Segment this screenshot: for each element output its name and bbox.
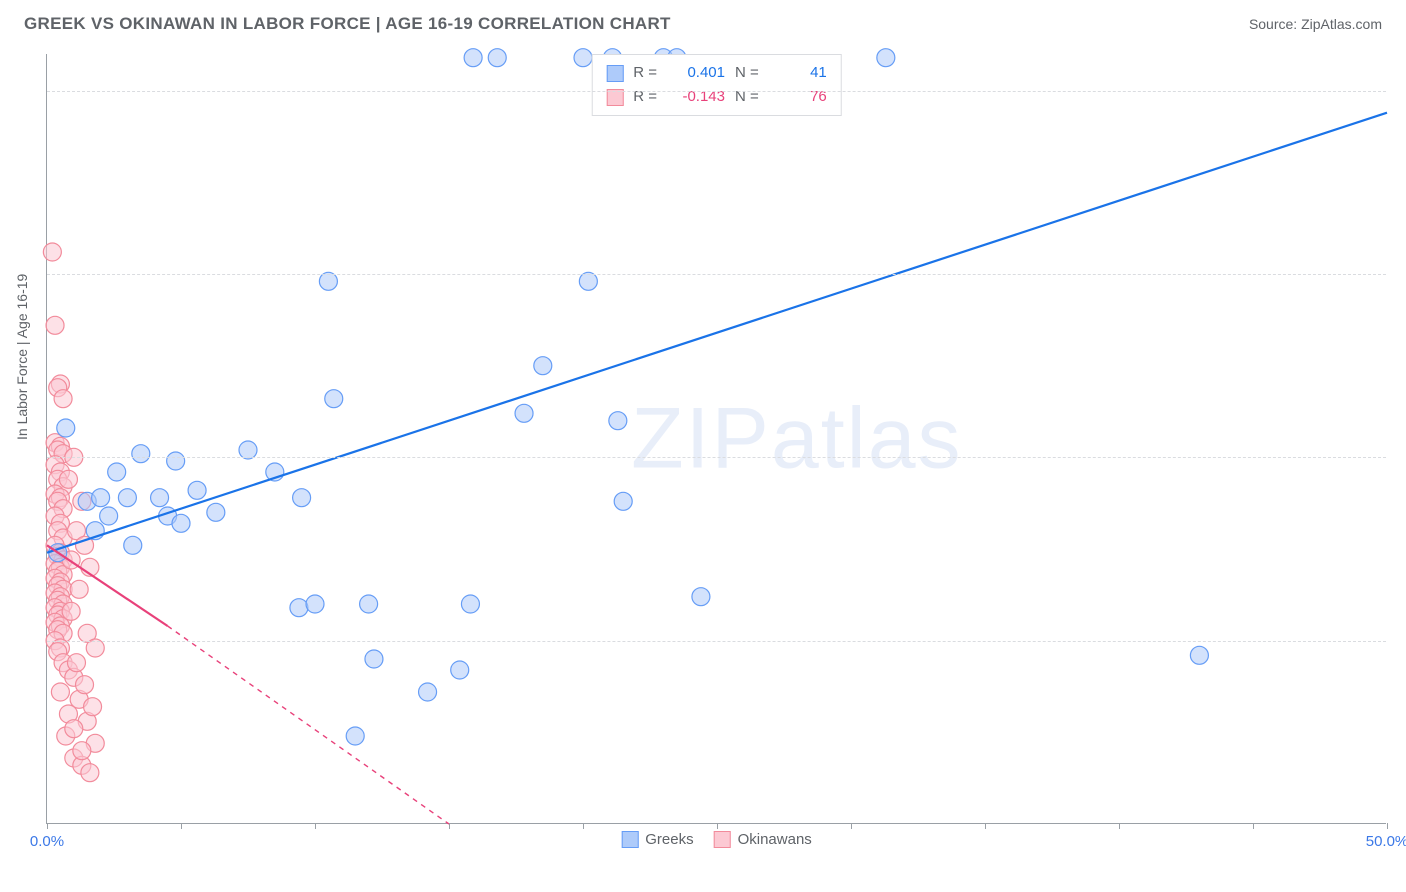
x-tick <box>985 823 986 829</box>
source-attribution: Source: ZipAtlas.com <box>1249 16 1382 32</box>
x-tick <box>47 823 48 829</box>
gridline-h <box>47 274 1386 275</box>
x-tick <box>449 823 450 829</box>
x-tick <box>315 823 316 829</box>
plot-area: ZIPatlas R = 0.401 N = 41 R = -0.143 N =… <box>46 54 1386 824</box>
x-tick <box>583 823 584 829</box>
x-tick <box>181 823 182 829</box>
chart-header: GREEK VS OKINAWAN IN LABOR FORCE | AGE 1… <box>0 0 1406 48</box>
legend-item-okinawans: Okinawans <box>714 831 812 848</box>
legend-item-greeks: Greeks <box>621 831 693 848</box>
x-tick <box>717 823 718 829</box>
series-legend: Greeks Okinawans <box>621 831 812 848</box>
x-tick <box>1253 823 1254 829</box>
scatter-svg <box>47 54 1386 823</box>
correlation-row-greeks: R = 0.401 N = 41 <box>606 61 827 85</box>
gridline-h <box>47 91 1386 92</box>
x-tick <box>1387 823 1388 829</box>
x-tick <box>851 823 852 829</box>
gridline-h <box>47 641 1386 642</box>
x-tick-label: 0.0% <box>30 833 64 850</box>
correlation-legend: R = 0.401 N = 41 R = -0.143 N = 76 <box>591 54 842 116</box>
x-tick-label: 50.0% <box>1366 833 1406 850</box>
swatch-okinawans <box>714 831 731 848</box>
swatch-greeks <box>621 831 638 848</box>
y-axis-label: In Labor Force | Age 16-19 <box>14 274 30 440</box>
swatch-greeks <box>606 65 623 82</box>
chart-title: GREEK VS OKINAWAN IN LABOR FORCE | AGE 1… <box>24 14 671 34</box>
gridline-h <box>47 457 1386 458</box>
x-tick <box>1119 823 1120 829</box>
correlation-row-okinawans: R = -0.143 N = 76 <box>606 85 827 109</box>
